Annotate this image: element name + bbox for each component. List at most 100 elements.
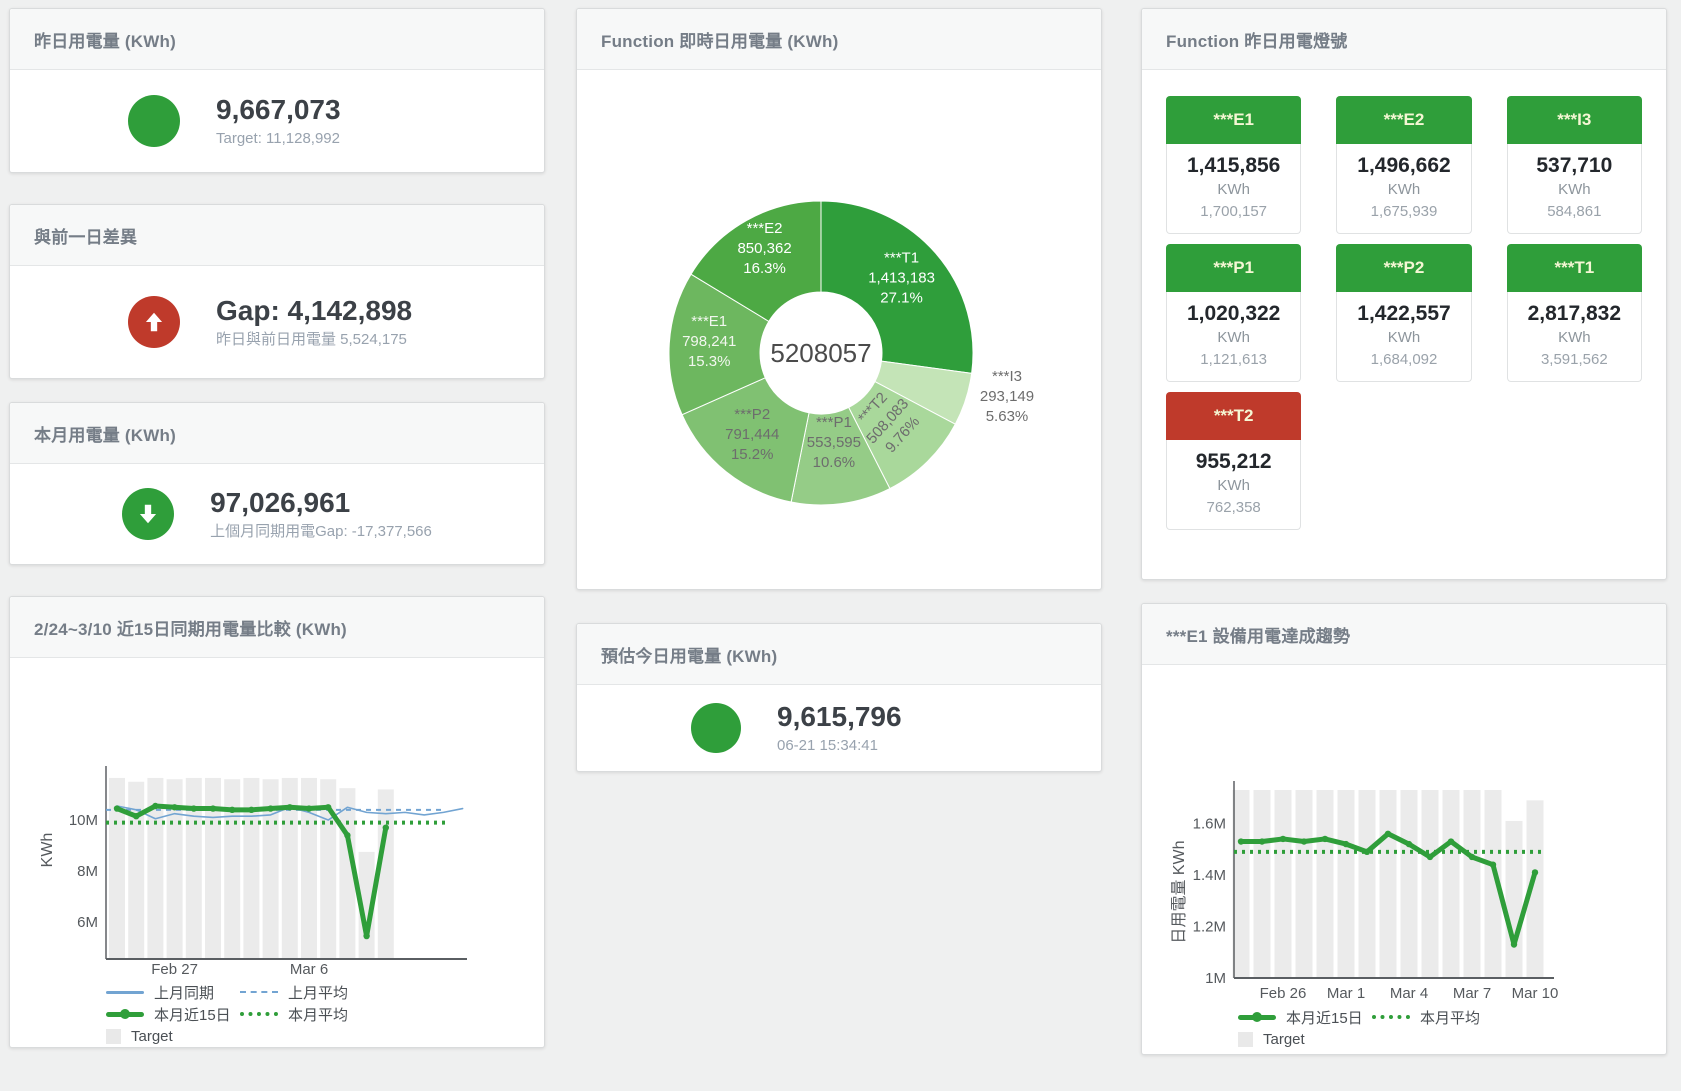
x-tick-label: Mar 4: [1390, 985, 1428, 1002]
card-body: 9,667,073 Target: 11,128,992: [10, 70, 544, 172]
light-tile-t1: ***T1 2,817,832 KWh 3,591,562: [1506, 244, 1642, 382]
series-point: [1384, 830, 1392, 837]
card-header: 本月用電量 (KWh): [10, 403, 544, 464]
legend-item-target[interactable]: Target: [106, 1028, 240, 1045]
card-e1-trend-chart: ***E1 設備用電達成趨勢 1M 1.2M 1.4M 1.6M 日用電量 KWh Feb…: [1141, 603, 1667, 1055]
x-tick-label: Feb 26: [1260, 985, 1307, 1002]
target-bar: [1463, 790, 1481, 978]
card-title: Function 昨日用電燈號: [1166, 31, 1348, 51]
target-bar: [185, 777, 202, 959]
target-bar: [1337, 790, 1355, 978]
stat-block: Gap: 4,142,898 昨日與前日用電量 5,524,175: [216, 294, 426, 350]
legend-swatch-dashed: [240, 991, 278, 993]
arrow-up-circle-icon: [128, 296, 180, 348]
legend-label: 上月同期: [154, 984, 215, 1002]
legend-item-[interactable]: 本月平均: [240, 1004, 374, 1025]
series-point: [1405, 840, 1413, 848]
legend-row: Target: [106, 1025, 374, 1047]
series-point: [382, 824, 389, 831]
tile-unit: KWh: [1217, 477, 1250, 494]
x-tick-label: Mar 7: [1453, 985, 1491, 1002]
y-tick-label: 10M: [69, 812, 98, 829]
legend-item-[interactable]: 本月平均: [1372, 1007, 1506, 1028]
legend-label: 本月平均: [288, 1006, 349, 1024]
legend-row: 上月同期 上月平均: [106, 981, 374, 1003]
legend-swatch-square: [106, 1028, 121, 1044]
series-point: [152, 802, 159, 810]
y-tick-label: 1.4M: [1193, 867, 1226, 884]
series-point: [1279, 835, 1287, 843]
target-bar: [1358, 790, 1376, 978]
card-body: Gap: 4,142,898 昨日與前日用電量 5,524,175: [10, 266, 544, 378]
legend-label: Target: [1263, 1030, 1305, 1048]
light-tile-i3: ***I3 537,710 KWh 584,861: [1506, 96, 1642, 234]
series-point: [267, 805, 274, 812]
legend-swatch-line: [106, 990, 144, 994]
kpi-value: 9,615,796: [777, 701, 902, 732]
card-today-estimate: 預估今日用電量 (KWh) 9,615,796 06-21 15:34:41: [576, 623, 1102, 772]
target-bar: [109, 777, 125, 959]
legend-label: 本月近15日: [1286, 1009, 1363, 1027]
legend-item-[interactable]: 上月平均: [240, 982, 374, 1003]
chart-legend: 上月同期 上月平均本月近15日 本月平均 Target: [106, 981, 374, 1047]
donut-slice-t1[interactable]: [820, 200, 974, 374]
target-bar: [1505, 820, 1523, 978]
card-yesterday-usage: 昨日用電量 (KWh) 9,667,073 Target: 11,128,992: [9, 8, 545, 173]
tile-body: 1,496,662 KWh 1,675,939: [1336, 144, 1472, 234]
legend-row: Target: [1238, 1028, 1506, 1050]
legend-row: 本月近15日 本月平均: [1238, 1006, 1506, 1028]
tile-value: 1,422,557: [1357, 302, 1451, 325]
donut-slice-label: ***E1 798,241 15.3%: [682, 313, 736, 370]
target-bar: [205, 777, 221, 959]
chart-legend: 本月近15日 本月平均 Target: [1238, 1006, 1506, 1050]
card-header: ***E1 設備用電達成趨勢: [1142, 604, 1666, 665]
target-bar: [1526, 800, 1544, 978]
lights-grid: ***E1 1,415,856 KWh 1,700,157 ***E2 1,496,662…: [1142, 70, 1666, 530]
legend-item-15[interactable]: 本月近15日: [1238, 1007, 1372, 1028]
donut-slice-p2[interactable]: [681, 377, 810, 503]
tile-body: 2,817,832 KWh 3,591,562: [1506, 292, 1642, 382]
series-point: [305, 805, 313, 812]
series-point: [1258, 838, 1266, 845]
donut-slice-e1[interactable]: [668, 273, 770, 416]
legend-item-[interactable]: 上月同期: [106, 982, 240, 1003]
tile-status-header: ***I3: [1506, 96, 1642, 144]
kpi-subtitle: Target: 11,128,992: [216, 130, 340, 147]
target-bar: [281, 777, 298, 959]
y-tick-label: 8M: [77, 863, 98, 880]
donut-slice-e2[interactable]: [690, 200, 822, 323]
series-point: [1489, 861, 1497, 868]
card-title: Function 即時日用電量 (KWh): [601, 31, 839, 51]
kpi-value: 97,026,961: [210, 487, 351, 518]
card-status-lights: Function 昨日用電燈號 ***E1 1,415,856 KWh 1,700,1…: [1141, 8, 1667, 580]
tile-target-value: 1,121,613: [1200, 351, 1268, 368]
tile-status-header: ***E1: [1166, 96, 1302, 144]
card-title: 昨日用電量 (KWh): [34, 31, 176, 51]
target-bar: [128, 781, 145, 959]
legend-swatch-thick: [1238, 1012, 1276, 1022]
target-bar: [1295, 790, 1313, 978]
kpi-subtitle: 上個月同期用電Gap: -17,377,566: [210, 523, 432, 540]
target-bar: [1316, 790, 1334, 978]
light-tile-e1: ***E1 1,415,856 KWh 1,700,157: [1166, 96, 1302, 234]
target-bar: [1484, 790, 1502, 978]
e1-trend-line-chart: 1M 1.2M 1.4M 1.6M 日用電量 KWh Feb 26 Mar 1 Mar 4 Ma…: [1171, 781, 1558, 1002]
tile-body: 1,422,557 KWh 1,684,092: [1336, 292, 1472, 382]
legend-label: 上月平均: [288, 984, 349, 1002]
legend-swatch-square: [1238, 1031, 1253, 1047]
card-header: Function 昨日用電燈號: [1142, 9, 1666, 70]
realtime-usage-donut-chart: ***T1 1,413,183 27.1%***I3 293,149 5.63%***T…: [668, 200, 1034, 506]
series-point: [1363, 848, 1371, 856]
x-tick-label: Mar 1: [1327, 985, 1365, 1002]
light-tile-p1: ***P1 1,020,322 KWh 1,121,613: [1166, 244, 1302, 382]
series-point: [209, 805, 217, 812]
kpi-value: Gap: 4,142,898: [216, 295, 413, 326]
tile-unit: KWh: [1558, 329, 1591, 346]
legend-item-15[interactable]: 本月近15日: [106, 1004, 240, 1025]
target-bar: [1379, 790, 1397, 978]
stat-block: 9,615,796 06-21 15:34:41: [777, 700, 987, 756]
tile-body: 537,710 KWh 584,861: [1506, 144, 1642, 234]
tile-unit: KWh: [1217, 329, 1250, 346]
y-tick-label: 1.2M: [1193, 919, 1226, 936]
legend-item-target[interactable]: Target: [1238, 1031, 1372, 1048]
